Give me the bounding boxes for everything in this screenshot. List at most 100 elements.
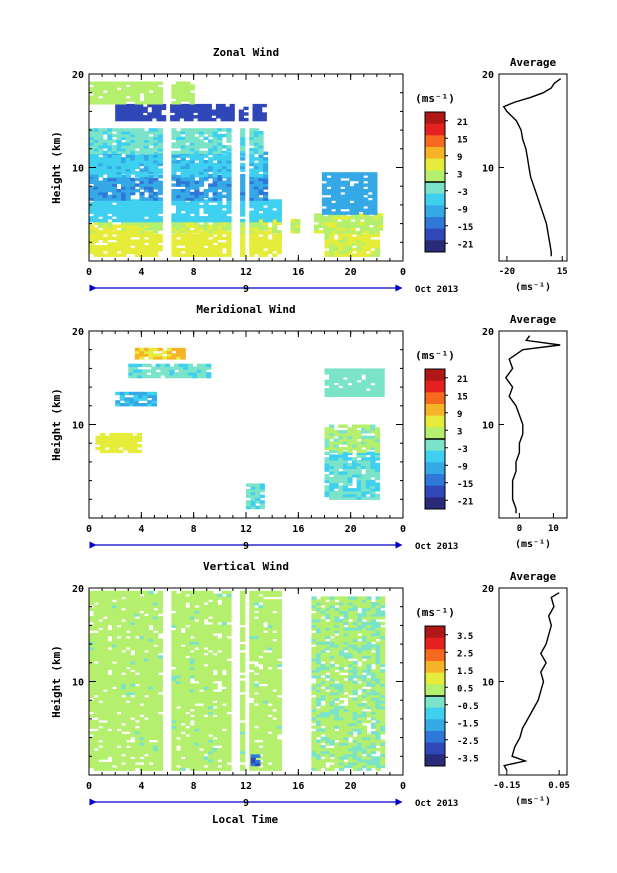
heatmap-cell bbox=[367, 189, 373, 193]
heatmap-cell bbox=[107, 180, 113, 184]
heatmap-cell bbox=[153, 610, 159, 614]
heatmap-cell bbox=[189, 686, 195, 690]
heatmap-cell bbox=[171, 199, 177, 203]
heatmap-cell bbox=[194, 663, 200, 668]
heatmap-cell bbox=[128, 103, 135, 108]
heatmap-cell bbox=[93, 210, 99, 214]
heatmap-cell bbox=[208, 593, 214, 597]
heatmap-cell bbox=[102, 672, 108, 676]
heatmap-cell bbox=[370, 427, 376, 431]
heatmap-cell bbox=[217, 171, 223, 175]
heatmap-cell bbox=[258, 714, 264, 718]
heatmap-cell bbox=[111, 210, 118, 214]
heatmap-cell bbox=[148, 742, 154, 746]
heatmap-cell bbox=[358, 191, 364, 196]
heatmap-cell bbox=[98, 660, 104, 665]
heatmap-cell bbox=[139, 218, 145, 223]
heatmap-cell bbox=[226, 157, 232, 161]
heatmap-cell bbox=[93, 756, 99, 760]
heatmap-cell bbox=[107, 753, 113, 757]
heatmap-cell bbox=[107, 98, 113, 102]
heatmap-cell bbox=[361, 236, 367, 241]
heatmap-cell bbox=[132, 374, 138, 379]
heatmap-cell bbox=[134, 753, 140, 757]
heatmap-cell bbox=[347, 368, 353, 372]
heatmap-cell bbox=[143, 675, 150, 679]
heatmap-cell bbox=[116, 174, 122, 178]
heatmap-cell bbox=[372, 203, 378, 207]
heatmap-cell bbox=[198, 714, 205, 718]
heatmap-cell bbox=[139, 250, 145, 255]
heatmap-cell bbox=[153, 616, 159, 620]
heatmap-cell bbox=[170, 103, 176, 108]
heatmap-cell bbox=[137, 372, 143, 376]
heatmap-cell bbox=[212, 218, 218, 223]
heatmap-cell bbox=[333, 446, 339, 451]
heatmap-cell bbox=[139, 759, 145, 763]
colorbar-tick-label: 9 bbox=[457, 153, 462, 163]
heatmap-cell bbox=[148, 218, 154, 223]
heatmap-cell bbox=[148, 607, 154, 611]
heatmap-cell bbox=[356, 496, 362, 500]
date-label: Oct 2013 bbox=[415, 285, 458, 295]
heatmap-cell bbox=[121, 177, 127, 182]
heatmap-cell bbox=[121, 708, 127, 712]
heatmap-cell bbox=[249, 139, 255, 143]
heatmap-cell bbox=[116, 700, 122, 704]
heatmap-cell bbox=[98, 753, 104, 757]
heatmap-cell bbox=[253, 649, 259, 654]
heatmap-cell bbox=[180, 714, 186, 718]
heatmap-cell bbox=[240, 233, 246, 238]
heatmap-cell bbox=[318, 230, 324, 234]
heatmap-cell bbox=[356, 485, 362, 489]
heatmap-cell bbox=[107, 747, 113, 752]
heatmap-cell bbox=[226, 733, 232, 738]
heatmap-cell bbox=[89, 635, 95, 640]
heatmap-cell bbox=[132, 435, 138, 440]
heatmap-cell bbox=[171, 708, 177, 712]
heatmap-cell bbox=[157, 761, 163, 766]
heatmap-cell bbox=[180, 171, 186, 175]
heatmap-cell bbox=[171, 759, 177, 763]
heatmap-cell bbox=[180, 81, 186, 85]
heatmap-cell bbox=[139, 136, 145, 140]
heatmap-cell bbox=[143, 186, 150, 190]
heatmap-cell bbox=[347, 371, 353, 375]
heatmap-cell bbox=[139, 717, 145, 721]
heatmap-cell bbox=[352, 496, 358, 500]
heatmap-cell bbox=[98, 596, 104, 600]
heatmap-cell bbox=[324, 236, 330, 241]
heatmap-cell bbox=[111, 147, 118, 152]
heatmap-cell bbox=[238, 117, 244, 122]
heatmap-cell bbox=[240, 136, 246, 140]
heatmap-cell bbox=[338, 245, 344, 249]
heatmap-cell bbox=[249, 641, 255, 645]
heatmap-cell bbox=[147, 103, 153, 108]
heatmap-cell bbox=[171, 602, 177, 606]
heatmap-cell bbox=[185, 189, 191, 193]
heatmap-cell bbox=[130, 168, 136, 172]
heatmap-cell bbox=[194, 697, 200, 701]
heatmap-cell bbox=[111, 227, 118, 231]
heatmap-cell bbox=[178, 363, 184, 368]
heatmap-cell bbox=[185, 183, 191, 187]
heatmap-cell bbox=[253, 596, 259, 600]
heatmap-cell bbox=[240, 689, 246, 693]
heatmap-cell bbox=[249, 147, 255, 152]
heatmap-cell bbox=[130, 722, 136, 726]
heatmap-cell bbox=[332, 227, 338, 231]
heatmap-cell bbox=[263, 236, 269, 241]
heatmap-cell bbox=[111, 186, 118, 190]
heatmap-cell bbox=[130, 761, 136, 766]
heatmap-cell bbox=[249, 728, 255, 732]
heatmap-cell bbox=[109, 449, 115, 454]
heatmap-cell bbox=[221, 666, 227, 670]
heatmap-cell bbox=[98, 147, 104, 152]
heatmap-cell bbox=[240, 753, 246, 757]
heatmap-cell bbox=[143, 602, 150, 606]
heatmap-cell bbox=[333, 438, 339, 442]
heatmap-cell bbox=[333, 432, 339, 437]
heatmap-cell bbox=[125, 202, 131, 206]
heatmap-cell bbox=[212, 722, 218, 726]
heatmap-cell bbox=[198, 652, 205, 656]
